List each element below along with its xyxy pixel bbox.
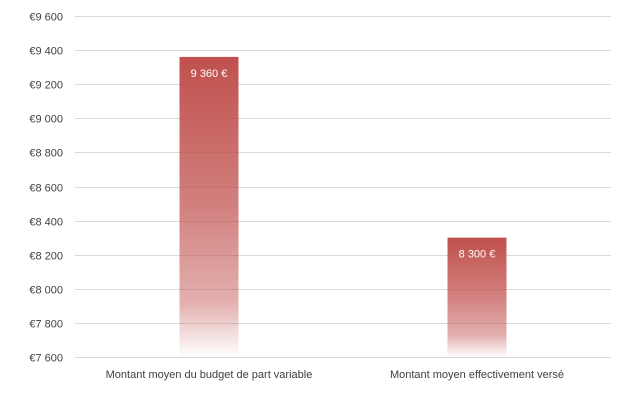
y-tick-label: €8 800: [29, 148, 63, 160]
y-tick-label: €8 200: [29, 251, 63, 263]
data-label: 8 300 €: [459, 249, 496, 261]
y-tick-label: €9 000: [29, 114, 63, 126]
x-category-label: Montant moyen effectivement versé: [390, 369, 564, 381]
bar: [179, 56, 239, 358]
y-axis-tick-labels: €7 600 €7 800 €8 000 €8 200 €8 400 €8 600 €8 8…: [29, 12, 63, 365]
y-tick-label: €8 000: [29, 285, 63, 297]
y-tick-label: €8 600: [29, 183, 63, 195]
x-category-label: Montant moyen du budget de part variable: [106, 369, 313, 381]
y-tick-label: €9 200: [29, 80, 63, 92]
bar: [447, 237, 507, 357]
data-label: 9 360 €: [191, 68, 228, 80]
y-tick-label: €8 400: [29, 217, 63, 229]
y-tick-label: €9 400: [29, 46, 63, 58]
y-tick-label: €7 600: [29, 353, 63, 365]
y-tick-label: €9 600: [29, 12, 63, 24]
y-tick-label: €7 800: [29, 319, 63, 331]
x-axis-category-labels: Montant moyen du budget de part variable…: [106, 369, 564, 381]
gridlines: [75, 16, 611, 358]
bars: [179, 56, 507, 358]
data-labels: 9 360 € 8 300 €: [191, 68, 496, 261]
